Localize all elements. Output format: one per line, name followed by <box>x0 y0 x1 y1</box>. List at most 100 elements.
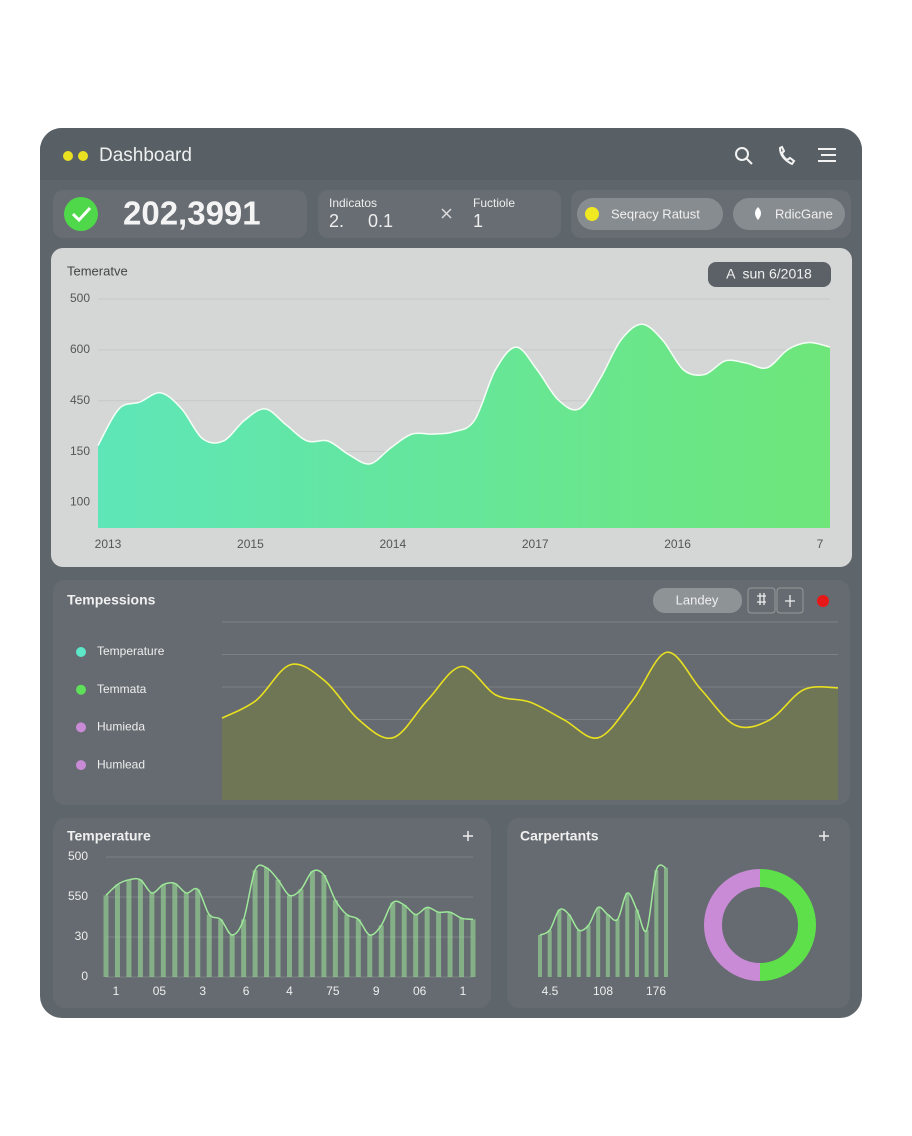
button-label[interactable]: Landey <box>676 592 719 607</box>
bar <box>195 889 201 977</box>
bar <box>413 914 419 977</box>
legend-swatch <box>76 684 86 695</box>
donut-segment <box>704 869 761 981</box>
bar <box>344 914 350 977</box>
kpi-card <box>318 190 561 238</box>
donut-segment <box>759 869 816 981</box>
bar <box>576 930 581 977</box>
legend-label: Humlead <box>97 757 145 771</box>
button-label[interactable]: Seqracy Ratust <box>611 206 700 221</box>
bar <box>537 935 543 977</box>
bar <box>459 918 465 977</box>
x-axis-label: 9 <box>373 984 380 998</box>
x-axis-label: 176 <box>646 984 666 998</box>
bar <box>625 893 630 977</box>
y-axis-label: 30 <box>75 929 89 943</box>
add-icon[interactable] <box>463 831 473 841</box>
legend-label: Temperature <box>97 644 165 658</box>
chart-card <box>507 818 850 1008</box>
bar <box>567 914 572 977</box>
legend-swatch <box>76 722 86 733</box>
legend-label: Humieda <box>97 720 145 734</box>
x-axis-label: 75 <box>326 984 340 998</box>
y-axis-label: 600 <box>70 342 90 356</box>
bar <box>321 875 327 977</box>
chart-title: Temperature <box>67 828 151 844</box>
chart-title: Temeratve <box>67 263 128 278</box>
y-axis-label: 500 <box>68 849 88 863</box>
bar <box>586 925 591 977</box>
kpi-value: 202,3991 <box>123 195 261 232</box>
button[interactable] <box>577 198 723 230</box>
y-axis-label: 0 <box>81 969 88 983</box>
bar <box>557 909 562 977</box>
icon-button[interactable] <box>776 587 804 614</box>
button[interactable] <box>653 588 742 613</box>
line <box>105 864 474 936</box>
bar <box>615 919 620 977</box>
dot <box>78 151 88 161</box>
x-axis-label: 1 <box>113 984 120 998</box>
x-axis-label: 2016 <box>664 537 691 551</box>
bar <box>447 912 453 977</box>
bar <box>390 902 396 977</box>
check-mark <box>71 206 92 223</box>
bar <box>663 867 669 977</box>
bar <box>332 900 338 977</box>
bar <box>424 907 430 977</box>
bar <box>547 930 552 977</box>
x-axis-label: 7 <box>817 537 824 551</box>
y-axis-label: 150 <box>70 444 90 458</box>
bar <box>114 884 120 977</box>
button[interactable] <box>733 198 845 230</box>
bar <box>367 935 373 977</box>
bar <box>218 919 224 977</box>
bar <box>275 879 281 977</box>
x-axis-label: 6 <box>243 984 250 998</box>
chart-title: Carpertants <box>520 828 599 844</box>
badge-label: A sun 6/2018 <box>726 266 812 282</box>
line <box>97 323 831 465</box>
badge <box>708 262 831 287</box>
x-axis-label: 4 <box>286 984 293 998</box>
add-icon[interactable] <box>819 831 829 841</box>
icon-button[interactable] <box>747 587 776 614</box>
bar <box>126 879 132 977</box>
kpi-value: 2. <box>329 211 344 231</box>
y-axis-label: 550 <box>68 889 88 903</box>
x-axis-label: 2015 <box>237 537 264 551</box>
bar <box>309 871 315 977</box>
button-label[interactable]: RdicGane <box>775 206 833 221</box>
bar <box>103 895 109 977</box>
x-axis-label: 4.5 <box>542 984 559 998</box>
bar <box>252 870 258 977</box>
status-dot <box>817 595 829 607</box>
kpi-label: Fuctiole <box>473 196 515 210</box>
x-axis-label: 2017 <box>522 537 549 551</box>
x-axis-label: 06 <box>413 984 427 998</box>
bar <box>241 919 247 977</box>
kpi-card <box>53 190 307 238</box>
bar <box>229 935 235 977</box>
bar <box>436 912 442 977</box>
x-axis-label: 3 <box>199 984 206 998</box>
dot <box>63 151 73 161</box>
x-axis-label: 108 <box>593 984 613 998</box>
bar <box>378 925 384 977</box>
bar <box>605 914 610 977</box>
header-bar <box>40 128 862 180</box>
bar <box>654 870 659 977</box>
bar <box>264 867 270 977</box>
header-icons[interactable] <box>735 145 836 166</box>
kpi-value: 1 <box>473 211 483 231</box>
y-axis-label: 500 <box>70 291 90 305</box>
bar <box>137 879 143 977</box>
x-axis-label: 2014 <box>379 537 406 551</box>
icon <box>757 593 795 607</box>
bar <box>470 919 476 977</box>
bar <box>634 909 639 977</box>
bar <box>172 883 178 977</box>
kpi-label: Indicatos <box>329 196 377 210</box>
